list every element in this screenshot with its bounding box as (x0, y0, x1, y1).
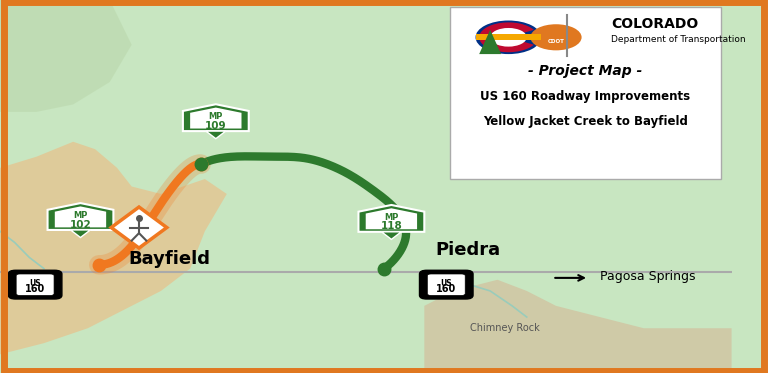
Polygon shape (206, 131, 226, 139)
Bar (475, 34, 541, 40)
PathPatch shape (366, 208, 417, 229)
FancyBboxPatch shape (450, 7, 720, 179)
Text: Chimney Rock: Chimney Rock (470, 323, 540, 333)
Text: 160: 160 (25, 284, 45, 294)
FancyBboxPatch shape (427, 274, 465, 295)
Circle shape (490, 28, 527, 47)
Text: MP: MP (209, 112, 223, 121)
Polygon shape (382, 232, 401, 239)
Circle shape (475, 21, 541, 54)
Text: 160: 160 (436, 284, 456, 294)
Polygon shape (479, 30, 502, 54)
Text: Bayfield: Bayfield (128, 250, 210, 268)
PathPatch shape (183, 104, 249, 131)
PathPatch shape (190, 107, 241, 129)
Text: Pagosa Springs: Pagosa Springs (600, 270, 695, 282)
Text: CDOT: CDOT (548, 38, 564, 44)
Polygon shape (71, 230, 91, 238)
Text: Department of Transportation: Department of Transportation (611, 35, 746, 44)
Text: MP: MP (384, 213, 399, 222)
FancyBboxPatch shape (419, 270, 473, 299)
Circle shape (531, 24, 581, 50)
Text: US: US (29, 279, 41, 288)
Text: COLORADO: COLORADO (611, 17, 698, 31)
PathPatch shape (48, 203, 114, 230)
Text: 109: 109 (205, 121, 227, 131)
Polygon shape (111, 207, 167, 248)
PathPatch shape (0, 0, 131, 112)
Text: US 160 Roadway Improvements: US 160 Roadway Improvements (480, 91, 690, 103)
PathPatch shape (0, 142, 227, 373)
Text: Piedra: Piedra (435, 241, 501, 259)
Text: Yellow Jacket Creek to Bayfield: Yellow Jacket Creek to Bayfield (483, 115, 687, 128)
PathPatch shape (359, 205, 424, 232)
Wedge shape (479, 22, 534, 52)
Text: - Project Map -: - Project Map - (528, 64, 642, 78)
Text: US: US (441, 279, 452, 288)
FancyBboxPatch shape (8, 270, 62, 299)
PathPatch shape (55, 206, 106, 228)
Text: 118: 118 (380, 222, 402, 232)
PathPatch shape (424, 280, 732, 373)
Text: 102: 102 (70, 220, 91, 230)
Text: MP: MP (73, 211, 88, 220)
FancyBboxPatch shape (16, 274, 54, 295)
